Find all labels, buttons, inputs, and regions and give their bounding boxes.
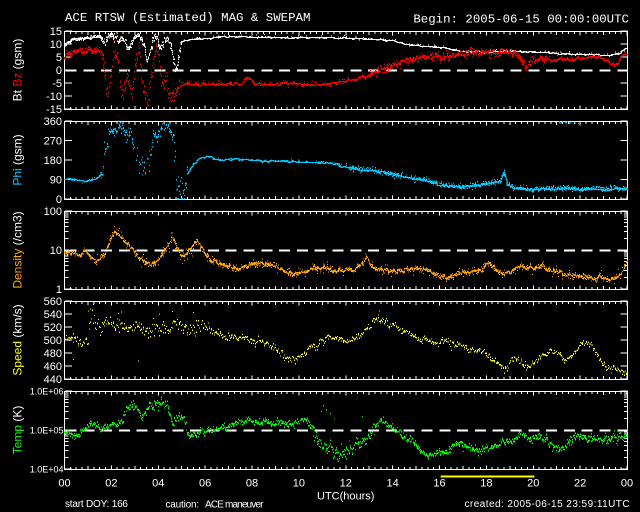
svg-text:10: 10 bbox=[50, 39, 62, 51]
svg-text:480: 480 bbox=[44, 348, 62, 360]
svg-text:Begin: 2005-06-15 00:00:00UTC: Begin: 2005-06-15 00:00:00UTC bbox=[413, 13, 629, 27]
svg-text:5: 5 bbox=[56, 52, 62, 64]
svg-text:12: 12 bbox=[340, 478, 352, 490]
svg-text:90: 90 bbox=[50, 175, 62, 187]
svg-text:100: 100 bbox=[44, 206, 62, 218]
svg-text:540: 540 bbox=[44, 309, 62, 321]
svg-text:16: 16 bbox=[433, 478, 445, 490]
svg-text:Temp (K): Temp (K) bbox=[11, 406, 25, 455]
svg-text:caution:: caution: bbox=[166, 500, 199, 511]
svg-text:start DOY: 166: start DOY: 166 bbox=[65, 499, 128, 510]
svg-text:04: 04 bbox=[152, 478, 164, 490]
svg-text:00: 00 bbox=[621, 478, 633, 490]
svg-text:0: 0 bbox=[56, 194, 62, 206]
svg-text:360: 360 bbox=[44, 116, 62, 128]
svg-text:06: 06 bbox=[199, 478, 211, 490]
svg-text:0: 0 bbox=[56, 65, 62, 77]
svg-text:520: 520 bbox=[44, 322, 62, 334]
svg-text:02: 02 bbox=[105, 478, 117, 490]
svg-text:Bt Bz (gsm): Bt Bz (gsm) bbox=[11, 39, 25, 102]
svg-text:22: 22 bbox=[574, 478, 586, 490]
svg-text:-10: -10 bbox=[46, 91, 62, 103]
svg-text:560: 560 bbox=[44, 296, 62, 308]
svg-text:-15: -15 bbox=[46, 104, 62, 116]
svg-text:08: 08 bbox=[246, 478, 258, 490]
svg-text:10: 10 bbox=[293, 478, 305, 490]
svg-text:180: 180 bbox=[44, 155, 62, 167]
svg-text:460: 460 bbox=[44, 361, 62, 373]
svg-text:00: 00 bbox=[58, 478, 70, 490]
svg-text:Phi (gsm): Phi (gsm) bbox=[11, 134, 25, 185]
svg-text:500: 500 bbox=[44, 335, 62, 347]
svg-text:UTC(hours): UTC(hours) bbox=[317, 491, 374, 503]
svg-text:created: 2005-06-15 23:59:11UT: created: 2005-06-15 23:59:11UTC bbox=[464, 499, 630, 510]
svg-text:15: 15 bbox=[50, 26, 62, 38]
svg-text:1.0E+06: 1.0E+06 bbox=[30, 387, 64, 397]
svg-text:10: 10 bbox=[50, 245, 62, 257]
svg-text:-5: -5 bbox=[52, 78, 62, 90]
svg-text:1: 1 bbox=[56, 284, 62, 296]
svg-text:18: 18 bbox=[480, 478, 492, 490]
svg-text:440: 440 bbox=[44, 374, 62, 386]
svg-text:1.0E+05: 1.0E+05 bbox=[30, 426, 64, 436]
svg-text:ACE maneuver: ACE maneuver bbox=[205, 500, 264, 511]
svg-text:ACE RTSW (Estimated) MAG & SWE: ACE RTSW (Estimated) MAG & SWEPAM bbox=[65, 11, 310, 25]
svg-text:20: 20 bbox=[527, 478, 539, 490]
svg-text:270: 270 bbox=[44, 136, 62, 148]
svg-text:Density (/cm3): Density (/cm3) bbox=[11, 211, 25, 288]
svg-text:Speed (km/s): Speed (km/s) bbox=[11, 304, 25, 375]
svg-text:14: 14 bbox=[387, 478, 399, 490]
svg-text:1.0E+04: 1.0E+04 bbox=[30, 465, 64, 475]
